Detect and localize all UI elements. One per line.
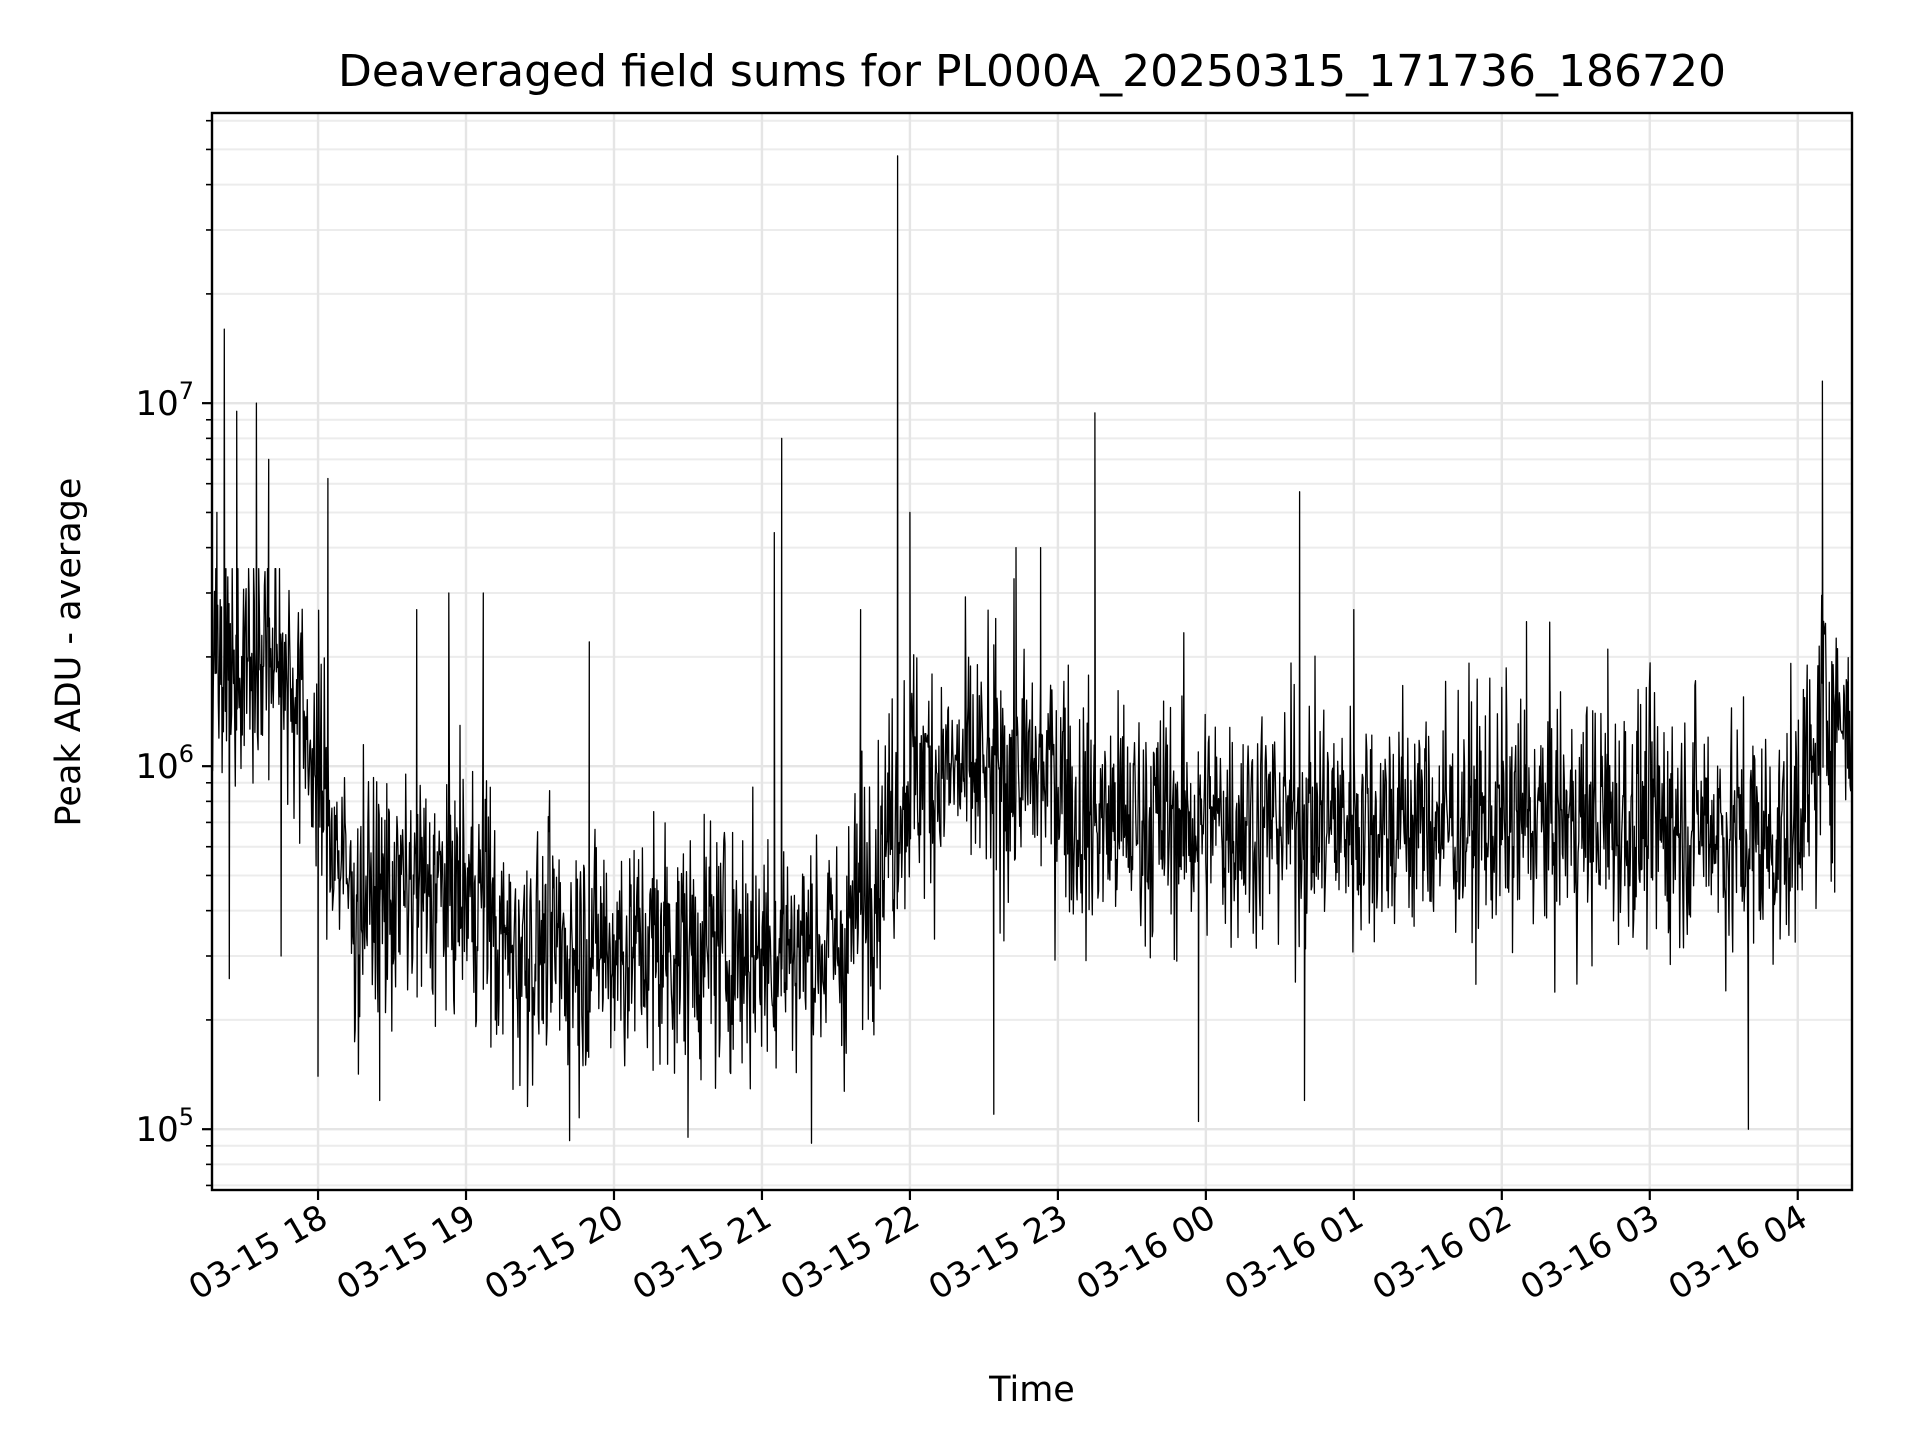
x-tick-label: 03-15 19	[330, 1197, 482, 1308]
y-tick-label: 105	[135, 1103, 194, 1150]
series	[211, 155, 1853, 1144]
y-tick-label: 107	[135, 377, 194, 424]
x-tick-label: 03-16 03	[1514, 1197, 1666, 1308]
x-tick-label: 03-16 00	[1070, 1197, 1222, 1308]
x-tick-label: 03-15 21	[626, 1197, 778, 1308]
x-tick-label: 03-15 18	[182, 1197, 334, 1308]
x-tick-label: 03-15 23	[922, 1197, 1074, 1308]
y-axis-label: Peak ADU - average	[49, 478, 89, 827]
plot-frame	[210, 111, 1854, 1192]
chart-title: Deaveraged field sums for PL000A_2025031…	[338, 46, 1726, 97]
x-tick-label: 03-16 02	[1366, 1197, 1518, 1308]
x-tick-label: 03-16 04	[1662, 1197, 1814, 1308]
y-tick-label: 106	[135, 740, 194, 787]
x-axis-label: Time	[988, 1370, 1075, 1410]
grid	[212, 113, 1852, 1190]
x-tick-label: 03-15 22	[774, 1197, 926, 1308]
x-tick-label: 03-15 20	[478, 1197, 630, 1308]
x-tick-label: 03-16 01	[1218, 1197, 1370, 1308]
series-line	[211, 155, 1853, 1144]
